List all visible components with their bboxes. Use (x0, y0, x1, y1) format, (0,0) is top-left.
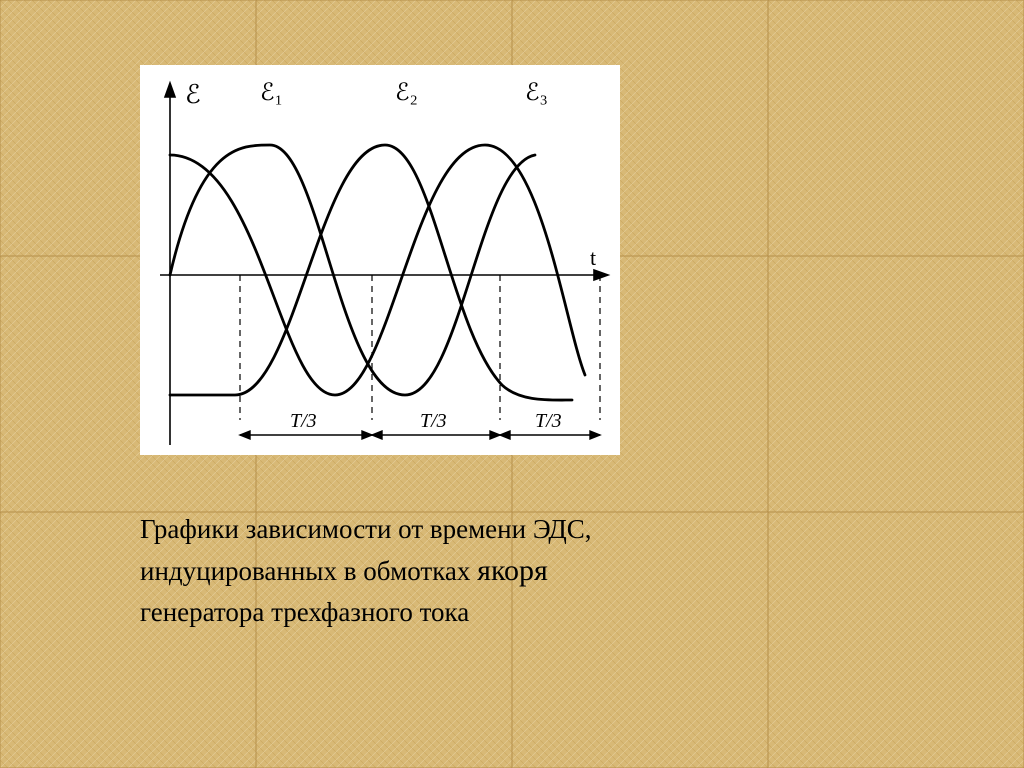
label-e1: ℰ₁ (260, 80, 283, 106)
caption-line2b: якоря (477, 554, 548, 587)
emf-curves (170, 145, 585, 400)
caption-line1: Графики зависимости от времени ЭДС, (140, 514, 592, 544)
period-label-2: T/3 (420, 410, 447, 432)
x-axis-arrow (594, 270, 608, 280)
x-axis-label: t (590, 245, 596, 270)
period-labels: T/3 T/3 T/3 (290, 410, 562, 432)
axis-labels: ℰ t (185, 80, 596, 270)
label-e3: ℰ₃ (525, 80, 548, 106)
period-label-1: T/3 (290, 410, 317, 432)
period-arrows (240, 431, 600, 439)
curve-e1 (170, 145, 535, 395)
emf-plot-svg: ℰ t ℰ₁ ℰ₂ ℰ₃ T/3 T/3 T/3 (140, 65, 620, 455)
period-label-3: T/3 (535, 410, 562, 432)
caption: Графики зависимости от времени ЭДС, инду… (140, 510, 840, 632)
curve-e3 (170, 145, 585, 395)
label-e2: ℰ₂ (395, 80, 418, 106)
curve-e2 (170, 145, 572, 400)
curve-labels: ℰ₁ ℰ₂ ℰ₃ (260, 80, 548, 106)
emf-three-phase-figure: ℰ t ℰ₁ ℰ₂ ℰ₃ T/3 T/3 T/3 (140, 65, 620, 455)
caption-line2a: индуцированных в обмотках (140, 556, 477, 586)
y-axis-label: ℰ (185, 80, 201, 109)
slide: ℰ t ℰ₁ ℰ₂ ℰ₃ T/3 T/3 T/3 Графики зависим… (0, 0, 1024, 768)
y-axis-arrow (165, 83, 175, 97)
caption-line3: генератора трехфазного тока (140, 597, 469, 627)
